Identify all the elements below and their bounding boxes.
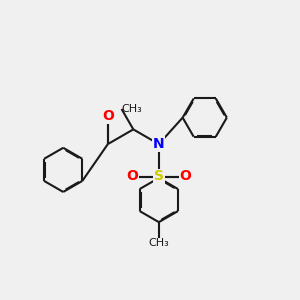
Text: S: S [154, 169, 164, 184]
Text: CH₃: CH₃ [148, 238, 169, 248]
Text: O: O [102, 109, 114, 123]
Text: N: N [153, 137, 165, 151]
Text: O: O [126, 169, 138, 184]
Text: CH₃: CH₃ [122, 104, 142, 114]
Text: O: O [179, 169, 191, 184]
